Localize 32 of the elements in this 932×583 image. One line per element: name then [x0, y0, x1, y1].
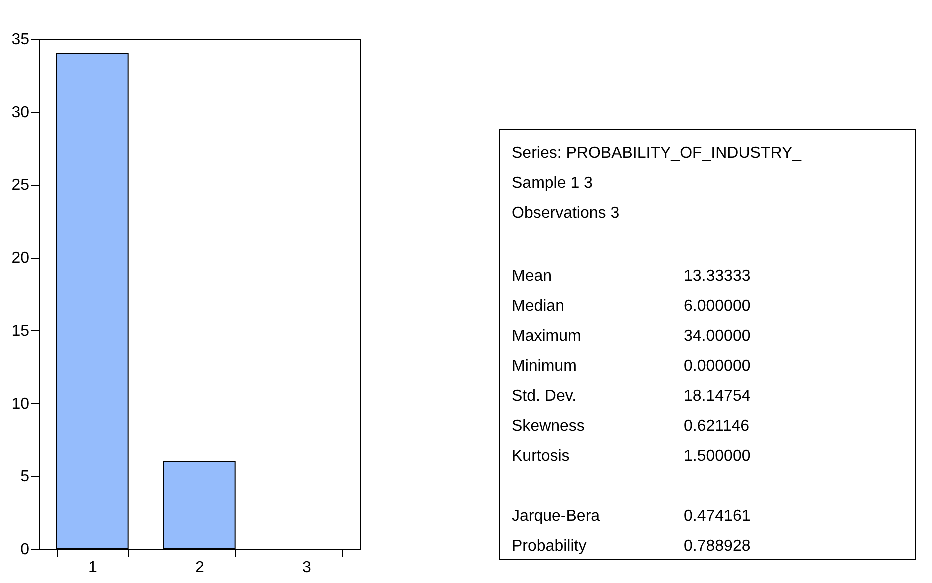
text: Probability: [512, 538, 587, 555]
y-tick-label: 30: [12, 104, 30, 122]
y-tick-label: 15: [12, 322, 30, 340]
text: Kurtosis: [512, 448, 570, 465]
x-tick-label: 3: [302, 560, 312, 576]
y-tick-label: 5: [20, 468, 30, 486]
text: Series: PROBABILITY_OF_INDUSTRY_: [512, 145, 803, 162]
text: Jarque-Bera: [512, 508, 600, 525]
text: Observations 3: [512, 205, 620, 222]
text: 6.000000: [684, 298, 751, 315]
y-tick-label: 10: [12, 396, 30, 413]
text: Median: [512, 298, 564, 315]
text: 18.14754: [684, 388, 751, 405]
x-tick-label: 1: [88, 560, 98, 576]
y-tick-label: 20: [12, 250, 30, 268]
x-tick-label: 2: [196, 560, 205, 576]
y-tick-label: 35: [12, 32, 30, 48]
text: 1.500000: [684, 448, 751, 465]
text: Std. Dev.: [512, 388, 577, 405]
text: 0.474161: [684, 508, 751, 525]
text: Minimum: [512, 358, 577, 375]
y-tick-label: 25: [12, 177, 30, 194]
text: 34.00000: [684, 328, 751, 345]
text: 0.788928: [684, 538, 751, 555]
text: Sample 1 3: [512, 175, 594, 192]
text: 0.000000: [684, 358, 751, 375]
text: Skewness: [512, 418, 585, 435]
text: 0.621146: [684, 418, 750, 435]
text: Mean: [512, 268, 552, 285]
y-tick-label: 0: [20, 542, 30, 558]
text: 13.33333: [684, 268, 751, 285]
text: Maximum: [512, 328, 582, 345]
